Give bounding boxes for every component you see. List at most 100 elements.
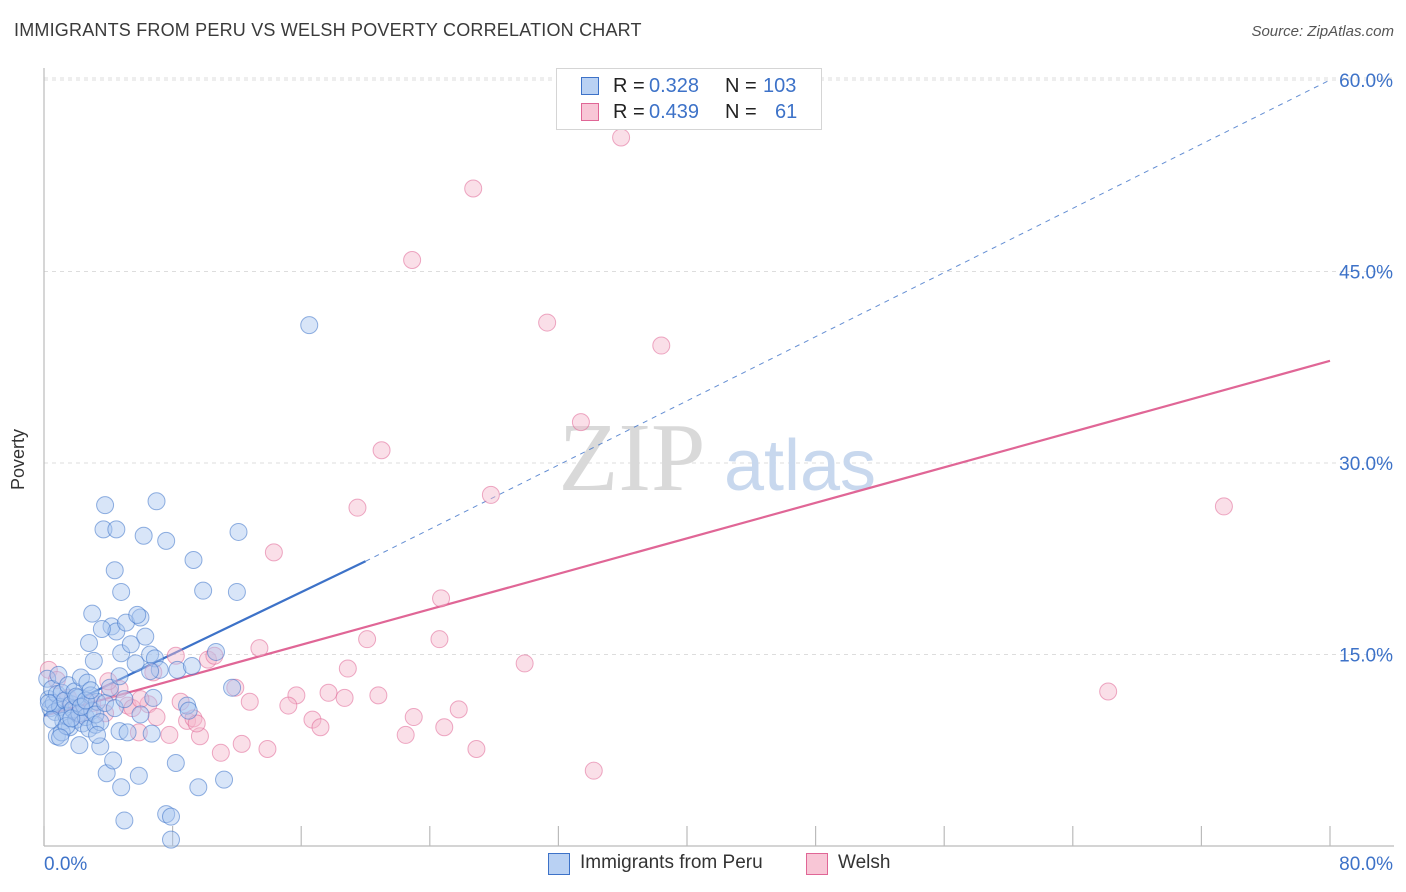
point-welsh [147,708,166,727]
point-peru [81,681,100,700]
x-tick-label: 0.0% [44,854,87,875]
point-peru [105,699,124,718]
point-peru [83,604,102,623]
point-peru [184,551,203,570]
point-peru [161,807,180,826]
point-peru [94,520,113,539]
tick-labels: 15.0% 30.0% 45.0% 60.0% 0.0% 80.0% [44,71,1393,875]
point-peru [141,662,160,681]
point-welsh [467,739,486,758]
point-peru [100,678,119,697]
point-peru [229,522,248,541]
point-welsh [250,639,269,658]
point-peru [131,608,150,627]
point-welsh [279,696,298,715]
y-tick-label: 60.0% [1339,71,1393,92]
point-peru [147,492,166,511]
point-welsh [515,654,534,673]
point-welsh [432,589,451,608]
point-welsh [464,179,483,198]
point-welsh [584,761,603,780]
point-welsh [403,251,422,270]
point-peru [136,627,155,646]
watermark-zip: ZIP [559,404,706,512]
point-peru [179,701,198,720]
point-peru [129,766,148,785]
point-peru [112,582,131,601]
point-peru [150,660,169,679]
point-welsh [396,725,415,744]
point-welsh [338,659,357,678]
point-peru [71,697,90,716]
point-peru [110,667,129,686]
legend-label-welsh: Welsh [838,852,891,873]
point-welsh [187,714,206,733]
point-peru [88,725,107,744]
point-welsh [372,441,391,460]
point-peru [118,723,137,742]
point-peru [144,688,163,707]
point-welsh [369,686,388,705]
point-welsh [258,739,277,758]
point-peru [107,622,126,641]
point-peru [70,736,89,755]
point-peru [227,582,246,601]
correlation-legend: R = 0.328 N = 103 R = 0.439 N = 61 [556,68,822,130]
point-welsh [319,683,338,702]
point-peru [51,728,70,747]
point-peru [115,690,134,709]
point-peru [223,678,242,697]
point-peru [84,651,103,670]
point-welsh [404,708,423,727]
point-welsh [1214,497,1233,516]
point-welsh [232,734,251,753]
point-peru [62,709,81,728]
x-tick-label: 80.0% [1339,854,1393,875]
point-peru [168,660,187,679]
r-label: R = [613,101,645,123]
point-peru [207,642,226,661]
watermark-atlas: atlas [724,426,876,506]
r-label: R = [613,75,645,97]
point-peru [121,635,140,654]
point-peru [126,654,145,673]
r-value: 0.328 [649,75,700,97]
data-points [38,128,1233,849]
point-peru [76,691,95,710]
point-welsh [348,498,367,517]
r-value: 0.439 [649,101,700,123]
source-credit: Source: ZipAtlas.com [1251,23,1394,40]
point-welsh [435,718,454,737]
point-peru [80,634,99,653]
point-welsh [240,692,259,711]
point-peru [194,581,213,600]
point-peru [81,686,100,705]
y-tick-label: 15.0% [1339,646,1393,667]
n-label: N = [725,75,757,97]
legend-label-peru: Immigrants from Peru [580,852,763,873]
n-value: 61 [775,101,798,123]
axes [43,68,1394,847]
point-welsh [311,718,330,737]
point-peru [91,737,110,756]
point-peru [104,751,123,770]
point-welsh [264,543,283,562]
point-peru [300,316,319,335]
point-welsh [430,630,449,649]
point-welsh [652,336,671,355]
point-peru [112,644,131,663]
point-peru [96,496,115,515]
point-welsh [131,690,150,709]
point-peru [115,811,134,830]
point-welsh [612,128,631,147]
point-peru [38,669,57,688]
point-peru [142,724,161,743]
point-peru [166,754,185,773]
point-peru [161,830,180,849]
point-peru [107,520,126,539]
y-tick-label: 45.0% [1339,263,1393,284]
legend-swatch-blue [581,77,599,95]
point-welsh [166,646,185,665]
point-welsh [335,688,354,707]
